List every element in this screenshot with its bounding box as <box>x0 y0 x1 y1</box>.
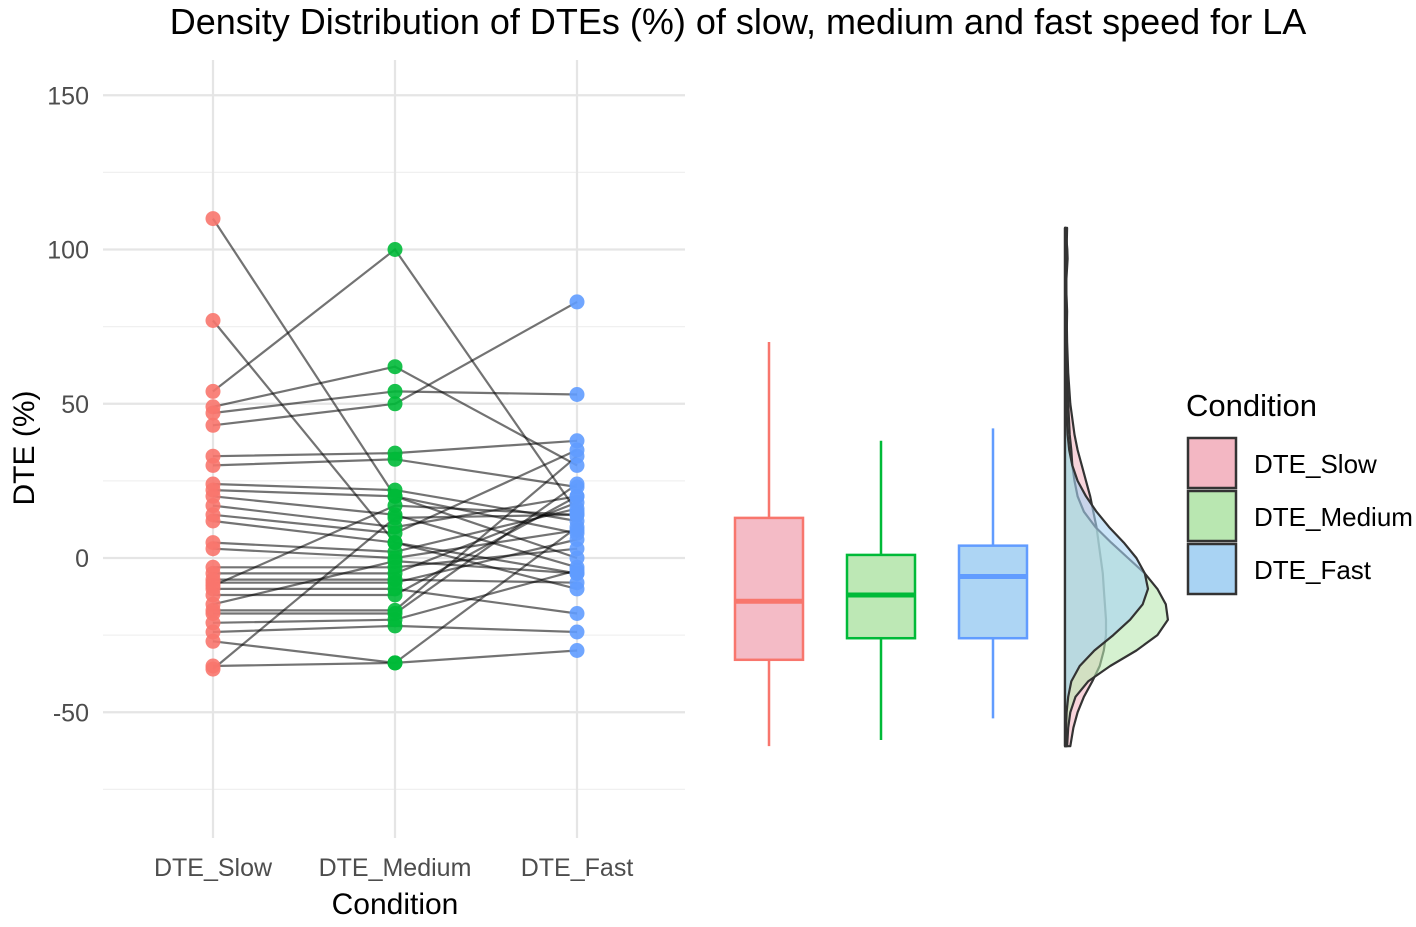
data-point <box>205 541 221 557</box>
data-point <box>387 383 403 399</box>
legend-label: DTE_Fast <box>1254 555 1372 585</box>
data-point <box>387 510 403 526</box>
legend-key <box>1186 436 1238 490</box>
legend-key <box>1186 489 1238 543</box>
box <box>733 516 805 662</box>
data-point <box>569 606 585 621</box>
data-point <box>569 643 585 658</box>
y-tick-label: 50 <box>61 391 89 419</box>
data-point <box>569 562 585 578</box>
density-area <box>1063 226 1150 748</box>
data-point <box>205 211 221 227</box>
data-point <box>205 457 221 473</box>
boxplots <box>733 342 1029 747</box>
boxplot <box>845 440 917 741</box>
data-point <box>387 553 403 569</box>
density-plot <box>1063 226 1169 748</box>
y-axis-title: DTE (%) <box>8 391 41 506</box>
data-point <box>387 618 403 634</box>
legend-label: DTE_Medium <box>1254 502 1413 532</box>
y-tick-label: 100 <box>47 237 89 265</box>
x-tick-label: DTE_Medium <box>319 854 472 882</box>
x-axis-title: Condition <box>332 888 459 921</box>
y-tick-label: 0 <box>75 545 89 573</box>
x-tick-label: DTE_Slow <box>154 854 273 882</box>
data-point <box>387 242 403 257</box>
data-point <box>387 359 403 375</box>
data-point <box>569 507 585 523</box>
x-axis-ticks: DTE_Slow DTE_Medium DTE_Fast <box>154 854 633 882</box>
legend: Condition DTE_Slow DTE_Medium DTE_Fast <box>1186 388 1413 596</box>
data-point <box>569 519 585 535</box>
data-point <box>387 396 403 412</box>
data-point <box>569 294 585 310</box>
data-points <box>205 211 585 677</box>
boxplot <box>957 428 1029 719</box>
data-point <box>205 313 221 328</box>
data-point <box>569 448 585 464</box>
y-axis-ticks: -50 0 50 100 150 <box>47 82 89 727</box>
y-tick-label: -50 <box>53 699 89 727</box>
data-point <box>387 655 403 671</box>
data-point <box>387 587 403 603</box>
data-point <box>205 383 221 399</box>
data-point <box>569 387 585 402</box>
data-point <box>387 498 403 514</box>
data-point <box>205 661 221 677</box>
legend-title: Condition <box>1186 388 1317 423</box>
data-point <box>205 513 221 529</box>
box <box>957 544 1029 640</box>
data-point <box>205 417 221 433</box>
data-point <box>205 405 221 421</box>
data-point <box>569 488 585 504</box>
data-point <box>569 476 585 492</box>
y-tick-label: 150 <box>47 82 89 110</box>
data-point <box>569 532 585 547</box>
data-point <box>205 633 221 649</box>
data-point <box>387 451 403 467</box>
legend-key <box>1186 542 1238 596</box>
data-point <box>569 624 585 640</box>
chart-title: Density Distribution of DTEs (%) of slow… <box>170 1 1306 42</box>
x-tick-label: DTE_Fast <box>521 854 634 882</box>
boxplot <box>733 342 805 747</box>
legend-label: DTE_Slow <box>1254 449 1377 479</box>
